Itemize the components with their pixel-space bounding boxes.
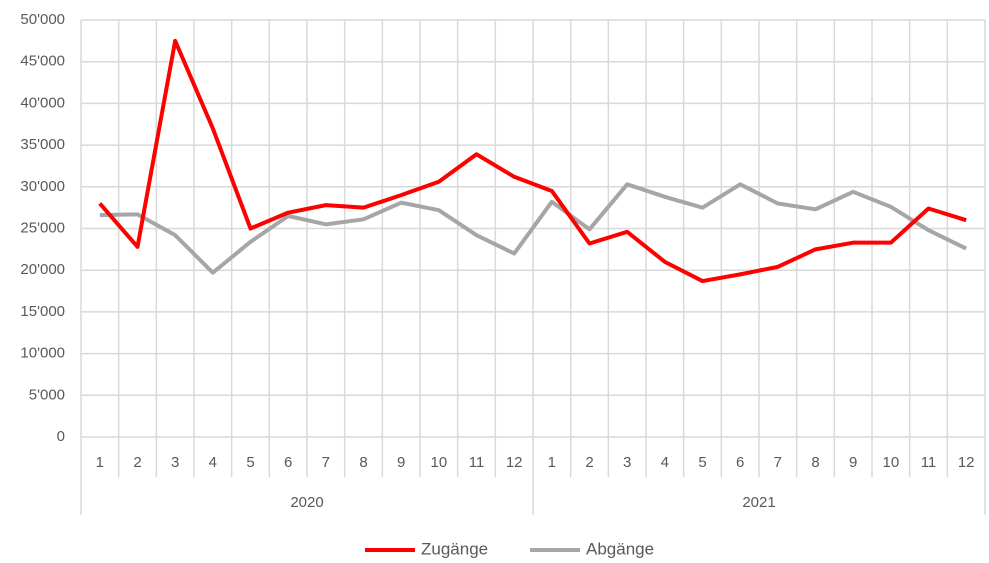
group-label: 2021 [742,494,775,511]
x-tick-label: 12 [958,454,975,471]
x-tick-label: 10 [430,454,447,471]
legend-label: Abgänge [586,539,654,558]
x-tick-label: 7 [774,454,782,471]
x-tick-label: 1 [96,454,104,471]
x-tick-label: 8 [811,454,819,471]
y-tick-label: 0 [57,428,65,445]
y-tick-label: 50'000 [20,11,65,28]
x-tick-label: 12 [506,454,523,471]
y-tick-label: 30'000 [20,178,65,195]
y-tick-label: 20'000 [20,261,65,278]
y-tick-label: 15'000 [20,303,65,320]
series-line [98,38,967,284]
x-tick-label: 6 [284,454,292,471]
x-tick-label: 1 [548,454,556,471]
y-tick-label: 35'000 [20,136,65,153]
x-tick-label: 8 [359,454,367,471]
x-tick-label: 5 [698,454,706,471]
group-label: 2020 [290,494,323,511]
y-tick-label: 10'000 [20,345,65,362]
x-tick-label: 5 [246,454,254,471]
x-tick-label: 11 [469,454,485,471]
y-tick-label: 5'000 [29,386,65,403]
x-tick-label: 3 [623,454,631,471]
x-tick-label: 2 [585,454,593,471]
x-tick-label: 7 [322,454,330,471]
x-tick-label: 11 [921,454,937,471]
y-tick-label: 40'000 [20,94,65,111]
x-tick-label: 4 [209,454,217,471]
x-tick-label: 4 [661,454,669,471]
x-tick-label: 3 [171,454,179,471]
x-tick-label: 10 [882,454,899,471]
x-tick-label: 6 [736,454,744,471]
series-line [99,182,968,275]
y-tick-label: 25'000 [20,219,65,236]
y-tick-label: 45'000 [20,53,65,70]
x-tick-label: 2 [133,454,141,471]
x-tick-label: 9 [397,454,405,471]
x-tick-label: 9 [849,454,857,471]
legend-label: Zugänge [421,539,488,558]
